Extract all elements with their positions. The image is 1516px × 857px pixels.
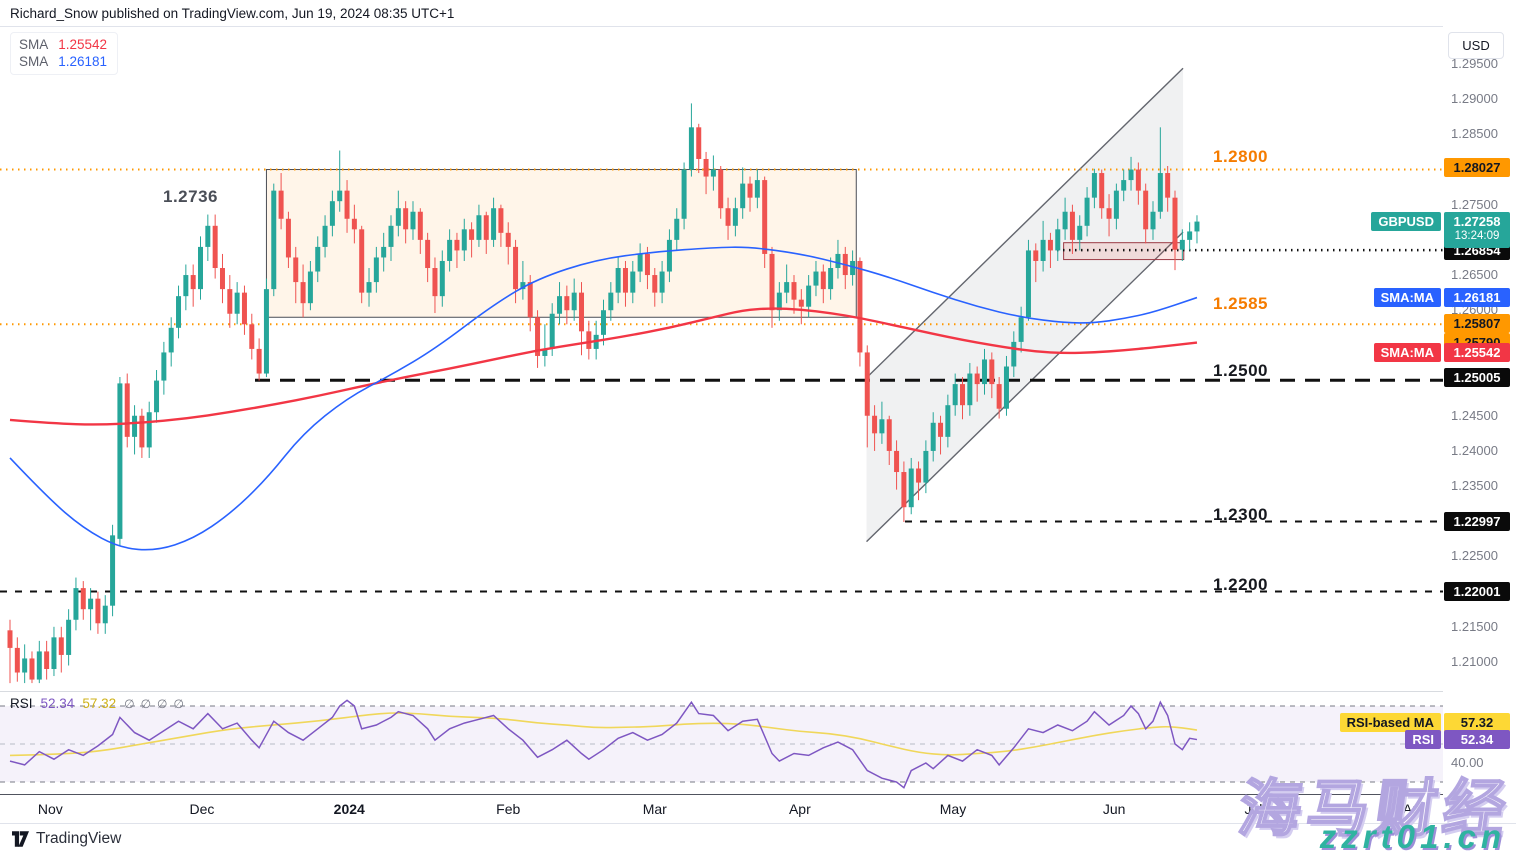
watermark-url: zzrt01.cn (1319, 818, 1506, 855)
time-axis-label-Apr: Apr (788, 801, 811, 817)
price-badge-1.25005: 1.25005 (1444, 367, 1510, 387)
sma-label: SMA (19, 54, 49, 69)
rsi-pane (0, 699, 1443, 789)
time-axis-label-Feb: Feb (496, 801, 521, 817)
time-axis-label-Jun: Jun (1102, 801, 1126, 817)
bar-countdown: 13:24:09 (1454, 229, 1500, 242)
tradingview-logo-icon (12, 831, 29, 847)
price-badge-1.25807: 1.25807 (1444, 314, 1510, 334)
rsi-title: RSI (10, 696, 33, 711)
sma-slow-value: 1.25542 (58, 37, 108, 52)
plot-label-badge-RSI: RSI (1405, 730, 1441, 750)
ascending-channel (866, 68, 1184, 542)
rsi-line (9, 699, 1198, 789)
price-axis-tick: 1.27500 (1451, 196, 1498, 212)
rsi-ma-line (9, 712, 1198, 757)
symbol-badge: GBPUSD (1371, 211, 1441, 231)
price-badge-1.26181: 1.26181 (1444, 287, 1510, 307)
pane-divider[interactable] (0, 691, 1516, 692)
time-axis-label-Nov: Nov (37, 801, 63, 817)
price-badge-57.32: 57.32 (1444, 712, 1510, 732)
hide-icon[interactable]: ∅ (124, 697, 141, 711)
time-axis[interactable]: Nov Dec 2024 Feb Mar Apr May Jun Jul Aug (0, 794, 1516, 824)
time-axis-label-Dec: Dec (189, 801, 215, 817)
sma-fast-value: 1.26181 (58, 54, 108, 69)
level-annotation-1.2200: 1.2200 (1213, 575, 1268, 594)
rsi-ma-value: 57.32 (82, 696, 117, 711)
tradingview-logo-text: TradingView (36, 830, 122, 847)
header-divider (0, 26, 1516, 27)
rsi-axis-tick: 40.00 (1451, 755, 1484, 770)
time-axis-label-Mar: Mar (642, 801, 667, 817)
level-annotation-1.2300: 1.2300 (1213, 505, 1268, 524)
sma-slow-legend-row[interactable]: SMA 1.25542 (19, 36, 107, 53)
price-axis-tick: 1.29000 (1451, 91, 1498, 107)
candles (7, 103, 1200, 684)
indicator-legend-sma[interactable]: SMA 1.25542 SMA 1.26181 (10, 32, 119, 75)
currency-button[interactable]: USD (1448, 32, 1504, 59)
price-axis-tick: 1.26500 (1451, 267, 1498, 283)
price-axis-tick: 1.24000 (1451, 442, 1498, 458)
plot-label-badge-RSI-based MA: RSI-based MA (1339, 712, 1441, 732)
time-axis-label-May: May (939, 801, 967, 817)
consolidation-box (265, 169, 857, 318)
price-axis-tick: 1.24500 (1451, 407, 1498, 423)
level-annotation-1.2800: 1.2800 (1213, 147, 1268, 166)
price-axis-tick: 1.21000 (1451, 653, 1498, 669)
footer-brand[interactable]: TradingView (12, 830, 121, 848)
price-badge-52.34: 52.34 (1444, 730, 1510, 750)
price-badge-1.22997: 1.22997 (1444, 511, 1510, 531)
header-attribution: Richard_Snow published on TradingView.co… (10, 6, 455, 21)
main-pane (0, 67, 1443, 684)
sma-fast-legend-row[interactable]: SMA 1.26181 (19, 53, 107, 70)
level-annotation-1.2736: 1.2736 (163, 187, 218, 206)
delete-icon[interactable]: ∅ (157, 697, 174, 711)
time-axis-label-Aug: Aug (1402, 801, 1428, 817)
level-annotation-1.2585: 1.2585 (1213, 294, 1268, 313)
price-badge-1.22001: 1.22001 (1444, 582, 1510, 602)
rsi-legend-icons[interactable]: ∅∅∅∅ (124, 697, 190, 711)
last-price-value: 1.27258 (1453, 213, 1501, 229)
price-badge-1.28027: 1.28027 (1444, 158, 1510, 178)
last-price-badge: 1.27258 13:24:09 (1444, 211, 1510, 248)
price-axis-tick: 1.22500 (1451, 548, 1498, 564)
price-axis-tick: 1.28500 (1451, 126, 1498, 142)
price-axis-tick: 1.23500 (1451, 478, 1498, 494)
price-axis[interactable]: USD 1.29500 1.29000 1.28500 1.27500 1.26500 1… (1443, 26, 1516, 822)
sma-label: SMA (19, 37, 49, 52)
price-axis-tick: 1.21500 (1451, 618, 1498, 634)
plot-label-badge-SMA:MA: SMA:MA (1373, 287, 1441, 307)
level-annotation-1.2500: 1.2500 (1213, 361, 1268, 380)
time-axis-label-2024: 2024 (333, 801, 365, 817)
plot-label-badge-SMA:MA: SMA:MA (1373, 342, 1441, 362)
settings-icon[interactable]: ∅ (140, 697, 158, 711)
time-axis-label-Jul: Jul (1244, 801, 1263, 817)
sma-fast-line (9, 246, 1198, 551)
rsi-value: 52.34 (40, 696, 75, 711)
indicator-legend-rsi[interactable]: RSI 52.34 57.32 ∅∅∅∅ (10, 696, 190, 711)
price-badge-1.25542: 1.25542 (1444, 342, 1510, 362)
more-icon[interactable]: ∅ (173, 697, 190, 711)
sma-slow-line (9, 307, 1198, 426)
price-axis-tick: 1.29500 (1451, 56, 1498, 71)
